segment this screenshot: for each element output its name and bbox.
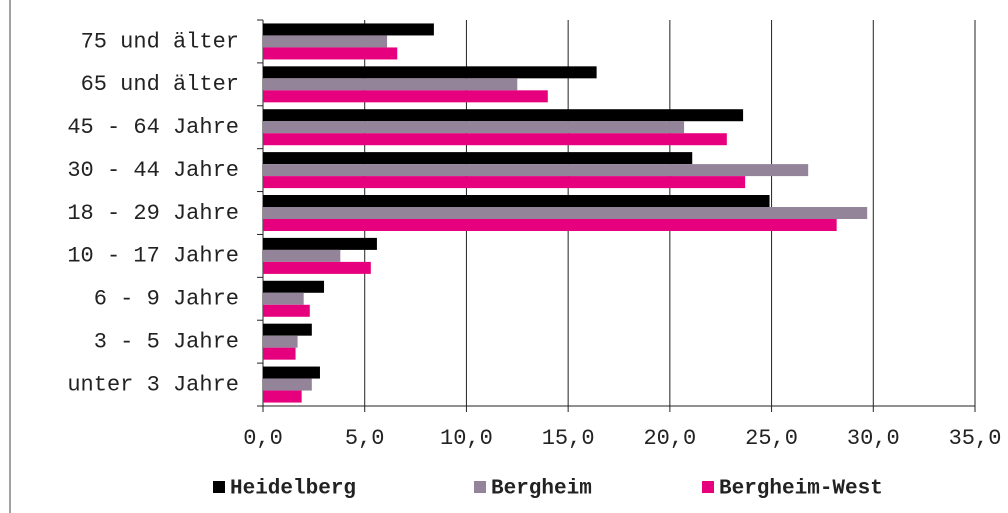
x-tick-label: 30,0	[847, 426, 900, 451]
bar	[263, 335, 298, 348]
bar	[263, 164, 809, 177]
x-tick-label: 20,0	[643, 426, 696, 451]
bar	[263, 78, 518, 91]
bar	[263, 47, 398, 60]
bar	[263, 23, 434, 36]
legend-label: Bergheim	[491, 478, 592, 501]
bar	[263, 219, 837, 231]
y-tick-label: 10 - 17 Jahre	[67, 244, 239, 269]
x-tick-label: 5,0	[345, 426, 385, 451]
y-tick-label: 3 - 5 Jahre	[94, 329, 239, 354]
bar	[263, 121, 685, 134]
bar	[263, 152, 693, 165]
bar	[263, 195, 770, 207]
x-tick-label: 25,0	[745, 426, 798, 451]
legend-swatch	[474, 481, 486, 493]
y-tick-label: unter 3 Jahre	[67, 372, 239, 397]
y-tick-label: 18 - 29 Jahre	[67, 201, 239, 226]
x-tick-label: 15,0	[542, 426, 595, 451]
bar	[263, 66, 597, 79]
bar	[263, 261, 371, 274]
bar	[263, 90, 548, 103]
bar	[263, 207, 868, 219]
bar	[263, 35, 388, 48]
bar	[263, 304, 310, 317]
x-tick-label: 0,0	[243, 426, 283, 451]
legend-label: Heidelberg	[230, 478, 356, 501]
bar	[263, 390, 302, 403]
bar	[263, 280, 325, 293]
y-tick-label: 75 und älter	[81, 29, 239, 54]
bar	[263, 133, 727, 146]
bar	[263, 323, 312, 336]
x-tick-label: 35,0	[949, 426, 1002, 451]
bar	[263, 347, 296, 360]
y-tick-label: 45 - 64 Jahre	[67, 115, 239, 140]
x-tick-label: 10,0	[440, 426, 493, 451]
y-tick-label: 65 und älter	[81, 72, 239, 97]
bar	[263, 237, 377, 250]
legend-swatch	[213, 481, 225, 493]
bar	[263, 366, 320, 379]
legend-swatch	[702, 481, 714, 493]
bar	[263, 249, 341, 262]
legend-label: Bergheim-West	[719, 478, 883, 501]
bar	[263, 109, 744, 122]
y-tick-label: 30 - 44 Jahre	[67, 158, 239, 183]
y-tick-label: 6 - 9 Jahre	[94, 287, 239, 312]
bar	[263, 176, 746, 189]
bar	[263, 378, 312, 391]
bar	[263, 292, 304, 305]
